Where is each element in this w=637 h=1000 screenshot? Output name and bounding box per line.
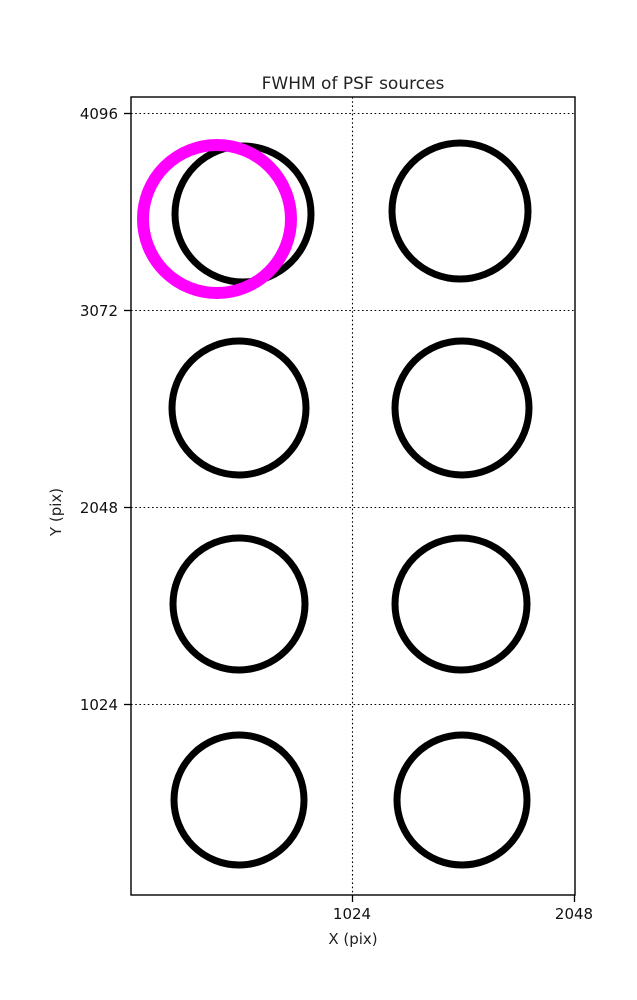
psf-source-marker [170,731,308,869]
y-axis-label: Y (pix) [47,488,65,537]
psf-source-marker [388,139,532,283]
gridlines-horizontal [131,112,575,706]
x-axis-label: X (pix) [328,930,377,948]
psf-source-markers [168,139,533,869]
x-axis-tick-labels: 1024 2048 [333,905,593,923]
x-axis-ticks [351,895,576,902]
page-title: FWHM of PSF sources [262,74,445,94]
psf-source-marker [169,534,309,674]
y-axis-ticks [124,112,131,706]
psf-source-marker [391,534,531,674]
psf-source-marker [391,337,533,479]
tick-label-x-2048: 2048 [555,905,593,923]
psf-source-highlight-group [137,139,297,299]
tick-label-y-2048: 2048 [80,499,118,517]
psf-source-highlight-marker [137,139,297,299]
tick-label-x-1024: 1024 [333,905,371,923]
tick-label-y-1024: 1024 [80,696,118,714]
tick-label-y-4096: 4096 [80,105,118,123]
tick-label-y-3072: 3072 [80,302,118,320]
y-axis-tick-labels: 4096 3072 2048 1024 [80,105,118,714]
psf-source-marker [168,337,310,479]
psf-source-marker [393,731,531,869]
